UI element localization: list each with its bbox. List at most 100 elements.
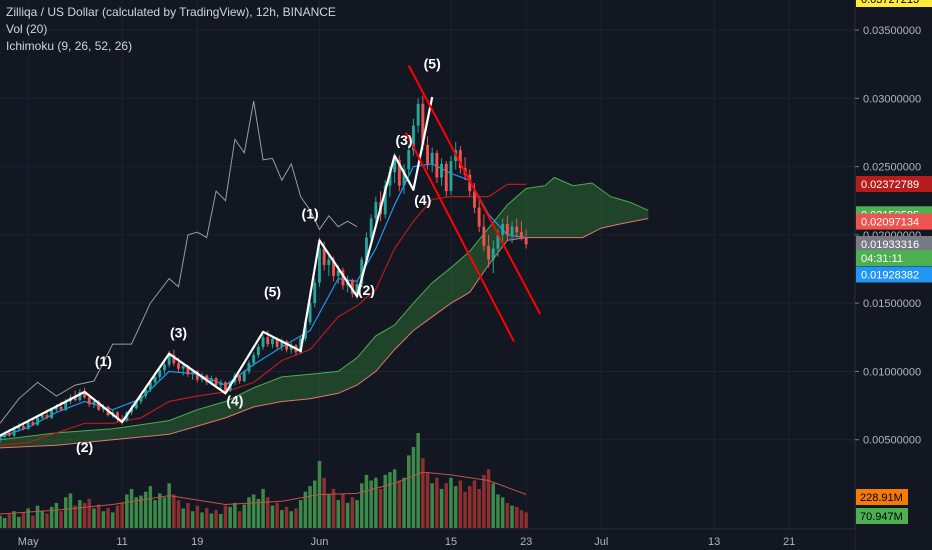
wave-label-0: (1) xyxy=(95,353,112,369)
candle-body xyxy=(275,338,279,347)
candle-body xyxy=(45,415,49,418)
candle-110 xyxy=(515,218,519,238)
volume-bar-52 xyxy=(242,504,246,528)
candle-56 xyxy=(261,334,265,350)
candle-body xyxy=(12,428,16,436)
candle-body xyxy=(318,248,321,283)
legend-symbol[interactable]: Zilliqa / US Dollar (calculated by Tradi… xyxy=(6,5,336,19)
volume-bar-57 xyxy=(266,497,270,528)
candle-73 xyxy=(341,267,345,290)
candle-body xyxy=(280,341,284,347)
x-tick-label-6: Jul xyxy=(594,536,608,548)
candle-94 xyxy=(440,158,443,186)
candle-62 xyxy=(289,342,293,354)
candle-body xyxy=(177,363,180,369)
price-badge-bg xyxy=(856,236,932,252)
volume-bar-92 xyxy=(430,483,434,528)
candle-body xyxy=(26,422,30,429)
price-badge-bg xyxy=(856,213,932,230)
volume-bar-5 xyxy=(21,512,26,528)
leading-span-b xyxy=(0,218,649,449)
x-tick-label-5: 23 xyxy=(520,536,532,548)
candle-112 xyxy=(524,229,528,249)
volume-bar-33 xyxy=(153,500,157,528)
volume-bar-15 xyxy=(68,493,73,528)
candle-93 xyxy=(435,150,439,183)
candle-body xyxy=(440,163,443,178)
candle-body xyxy=(308,303,312,323)
volume-bar-18 xyxy=(82,502,87,528)
volume-bar-100 xyxy=(468,486,472,528)
channel-upper-line xyxy=(407,65,542,315)
candle-body xyxy=(426,144,429,164)
wave-label-9: (5) xyxy=(424,55,441,71)
candle-body xyxy=(341,270,345,286)
volume-bar-51 xyxy=(237,511,242,528)
volume-bar-83 xyxy=(388,472,392,528)
candle-body xyxy=(144,389,148,396)
candle-body xyxy=(407,150,411,170)
price-badge-label: 0.01933316 xyxy=(861,239,919,251)
volume-bar-98 xyxy=(458,480,463,528)
wave-label-6: (2) xyxy=(358,282,375,298)
candle-body xyxy=(524,237,528,245)
candle-8 xyxy=(36,416,39,427)
volume-bar-17 xyxy=(78,500,82,528)
volume-bar-74 xyxy=(345,502,350,528)
candle-body xyxy=(54,406,58,410)
candle-body xyxy=(327,259,331,265)
volume-badge-bg xyxy=(856,508,908,524)
y-tick-label-1: 0.03000000 xyxy=(863,93,921,105)
candle-body xyxy=(92,401,96,405)
y-tick-label-0: 0.03500000 xyxy=(863,25,921,37)
volume-bar-59 xyxy=(275,502,279,528)
volume-bar-4 xyxy=(17,516,21,528)
volume-bar-101 xyxy=(472,480,477,528)
candle-body xyxy=(369,218,373,238)
candle-33 xyxy=(153,374,157,387)
candle-body xyxy=(355,284,359,294)
x-tick-label-1: 11 xyxy=(116,536,127,548)
volume-bar-38 xyxy=(176,500,181,528)
legend-ichimoku[interactable]: Ichimoku (9, 26, 52, 26) xyxy=(6,39,133,53)
volume-bar-23 xyxy=(106,507,110,528)
candle-body xyxy=(435,152,439,178)
candle-18 xyxy=(83,387,86,399)
candle-body xyxy=(224,382,227,391)
volume-bar-37 xyxy=(172,494,176,528)
candle-body xyxy=(210,378,213,383)
volume-bar-80 xyxy=(374,477,378,528)
chart-legend: Zilliqa / US Dollar (calculated by Tradi… xyxy=(6,4,336,55)
x-tick-label-8: 21 xyxy=(783,536,795,548)
candle-body xyxy=(163,364,166,371)
volume-bar-19 xyxy=(87,498,91,528)
candle-109 xyxy=(510,221,514,244)
volume-bar-107 xyxy=(500,497,505,528)
volume-bar-16 xyxy=(73,505,77,528)
candle-85 xyxy=(397,155,401,192)
candle-body xyxy=(458,150,462,168)
candle-body xyxy=(350,279,354,294)
candle-55 xyxy=(256,344,260,358)
price-badge-5: 04:31:11 xyxy=(856,250,932,267)
candle-body xyxy=(505,224,509,235)
volume-bar-31 xyxy=(143,491,148,528)
candle-104 xyxy=(487,234,490,268)
candle-body xyxy=(477,207,481,227)
volume-badge-1: 70.947M xyxy=(856,508,908,524)
base-line xyxy=(0,183,527,446)
candle-body xyxy=(444,163,448,192)
candle-92 xyxy=(430,147,434,173)
candle-body xyxy=(388,172,392,186)
volume-bar-110 xyxy=(515,506,519,528)
candle-body xyxy=(83,391,86,398)
legend-volume[interactable]: Vol (20) xyxy=(6,22,48,36)
candle-105 xyxy=(491,240,495,274)
candle-body xyxy=(3,432,7,437)
candle-95 xyxy=(444,161,448,197)
volume-bar-9 xyxy=(40,511,44,528)
candle-body xyxy=(313,282,317,304)
candle-34 xyxy=(158,367,162,381)
y-tick-label-2: 0.02500000 xyxy=(863,162,921,174)
